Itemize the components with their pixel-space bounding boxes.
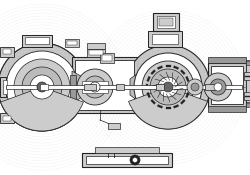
- Bar: [246, 61, 250, 65]
- Bar: [151, 70, 156, 75]
- Bar: [3, 80, 7, 94]
- Bar: [166, 107, 170, 109]
- Circle shape: [191, 83, 199, 91]
- Bar: [186, 76, 189, 82]
- Wedge shape: [1, 87, 83, 131]
- Circle shape: [14, 59, 70, 115]
- Circle shape: [214, 83, 222, 91]
- Wedge shape: [128, 87, 208, 129]
- Bar: [152, 34, 178, 44]
- Bar: [186, 92, 189, 98]
- Circle shape: [210, 79, 226, 95]
- Bar: [67, 41, 77, 45]
- Bar: [147, 76, 150, 82]
- Bar: [153, 13, 179, 31]
- Bar: [244, 92, 250, 100]
- Bar: [211, 66, 243, 104]
- Bar: [246, 60, 250, 102]
- Bar: [100, 53, 114, 63]
- Bar: [208, 106, 246, 112]
- Bar: [166, 65, 170, 67]
- Bar: [135, 75, 141, 99]
- Bar: [102, 55, 112, 61]
- Circle shape: [204, 73, 232, 101]
- Circle shape: [22, 67, 62, 107]
- Circle shape: [163, 82, 173, 92]
- Bar: [0, 113, 14, 123]
- Bar: [3, 116, 11, 121]
- Circle shape: [30, 75, 54, 99]
- Bar: [116, 84, 124, 90]
- Polygon shape: [130, 71, 141, 103]
- Bar: [157, 16, 175, 28]
- Bar: [40, 84, 48, 90]
- Bar: [180, 99, 185, 104]
- Bar: [205, 84, 217, 90]
- Bar: [159, 18, 173, 26]
- Bar: [148, 31, 182, 47]
- Circle shape: [132, 158, 138, 163]
- Bar: [25, 37, 49, 44]
- Bar: [6, 85, 242, 89]
- Bar: [173, 104, 179, 108]
- Bar: [208, 63, 246, 107]
- Circle shape: [130, 155, 140, 165]
- Bar: [75, 60, 134, 110]
- Bar: [72, 57, 137, 113]
- Bar: [89, 50, 103, 55]
- Bar: [3, 49, 11, 54]
- Bar: [87, 43, 105, 49]
- Circle shape: [142, 61, 194, 113]
- Bar: [244, 72, 250, 80]
- Bar: [151, 99, 156, 104]
- Circle shape: [158, 77, 178, 97]
- Bar: [86, 156, 168, 164]
- Bar: [146, 85, 148, 89]
- Bar: [157, 104, 163, 108]
- Circle shape: [37, 82, 47, 92]
- Bar: [70, 75, 76, 99]
- Circle shape: [150, 69, 186, 105]
- Bar: [156, 84, 164, 90]
- Wedge shape: [42, 43, 86, 131]
- Bar: [82, 81, 108, 93]
- Bar: [84, 84, 96, 90]
- Bar: [95, 147, 159, 153]
- Circle shape: [90, 82, 100, 92]
- Bar: [180, 70, 185, 75]
- Bar: [108, 123, 120, 129]
- Bar: [188, 85, 190, 89]
- Polygon shape: [72, 71, 84, 103]
- Bar: [246, 103, 250, 107]
- Circle shape: [0, 43, 86, 131]
- Bar: [0, 47, 14, 57]
- Bar: [22, 35, 52, 47]
- Bar: [0, 77, 6, 97]
- Circle shape: [126, 45, 210, 129]
- Circle shape: [187, 79, 203, 95]
- Circle shape: [6, 51, 78, 123]
- Bar: [65, 39, 79, 47]
- Bar: [87, 49, 105, 57]
- Bar: [157, 66, 163, 69]
- Bar: [173, 66, 179, 69]
- Bar: [147, 92, 150, 98]
- Circle shape: [77, 69, 113, 105]
- Circle shape: [84, 76, 106, 98]
- Bar: [208, 57, 246, 63]
- Wedge shape: [0, 43, 42, 131]
- Circle shape: [134, 53, 202, 121]
- Bar: [82, 153, 172, 167]
